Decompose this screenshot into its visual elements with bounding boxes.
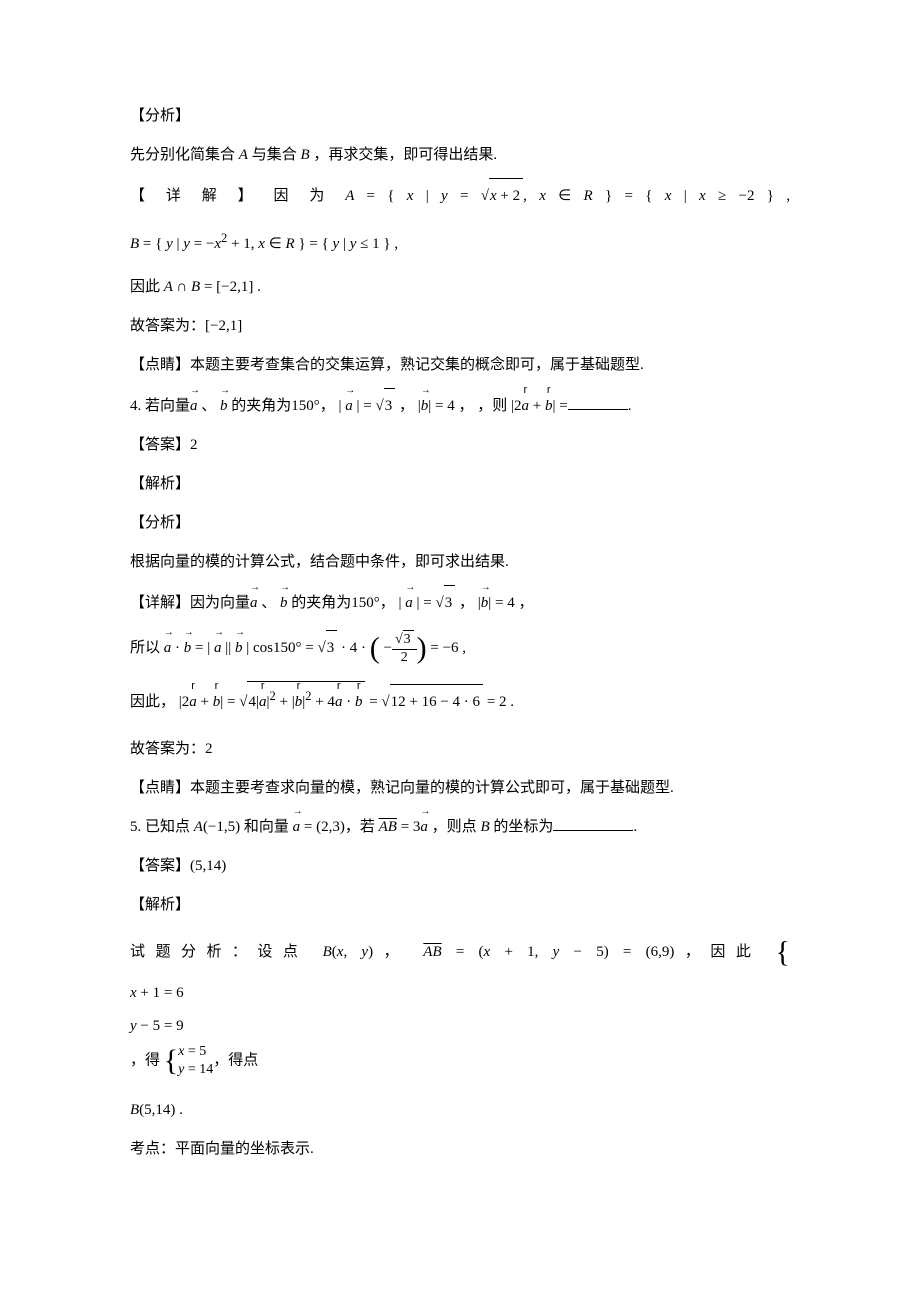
set-a-expr: A = { x | y = √x + 2, x ∈ R } = { x | x …	[345, 188, 786, 204]
q4-detail-line3: 因此， |2a + b| = √4|a|2 + |b|2 + 4a · b = …	[130, 681, 790, 719]
d1e: ，	[519, 595, 534, 611]
q4-analysis-label: 【分析】	[130, 507, 790, 540]
q5-ans: 【答案】(5,14)	[130, 850, 790, 883]
blank-2	[553, 816, 633, 831]
q4-analysis-text: 根据向量的模的计算公式，结合题中条件，即可求出结果.	[130, 546, 790, 579]
comma2: ，	[459, 398, 474, 414]
q4-ans: 【答案】2	[130, 429, 790, 462]
q4-detail-line2: 所以 a · b = | a || b | cos150° = √3 · 4 ·…	[130, 630, 790, 667]
d1b: 、	[261, 595, 276, 611]
q4-stem-c: 的夹角为150°，	[231, 398, 335, 414]
q4-sol-label: 【解析】	[130, 468, 790, 501]
q3-point: 【点睛】本题主要考查集合的交集运算，熟记交集的概念即可，属于基础题型.	[130, 349, 790, 382]
q3-analysis-label: 【分析】	[130, 100, 790, 133]
q4-stem-b: 、	[201, 398, 216, 414]
therefore: 因此，	[130, 694, 175, 710]
bracket-r: 】	[238, 188, 262, 204]
eq: =	[559, 398, 567, 414]
q5-stem: 5. 已知点 A(−1,5) 和向量 a = (2,3)，若 AB = 3a ，…	[130, 811, 790, 844]
answer-prefix: 故答案为：	[130, 318, 205, 334]
q4-point: 【点睛】本题主要考查求向量的模，熟记向量的模的计算公式即可，属于基础题型.	[130, 772, 790, 805]
blank-1	[568, 396, 628, 411]
q3-answer: 故答案为：[−2,1]	[130, 310, 790, 343]
q4-stem-e: ，则	[477, 398, 507, 414]
ans-label: 【答案】	[130, 437, 190, 453]
q3-therefore: 因此 A ∩ B = [−2,1] .	[130, 271, 790, 304]
d1a: 【详解】因为向量	[130, 595, 250, 611]
period: .	[628, 398, 632, 414]
q5-kaodian: 考点：平面向量的坐标表示.	[130, 1133, 790, 1166]
answer-interval: [−2,1]	[205, 318, 242, 334]
word-jie: 解	[202, 188, 226, 204]
q3-setB: B = { y | y = −x2 + 1, x ∈ R } = { y | y…	[130, 225, 790, 261]
d1c: 的夹角为150°，	[291, 595, 395, 611]
q4-stem-a: 4. 若向量	[130, 398, 190, 414]
q5-sol-label: 【解析】	[130, 889, 790, 922]
d1d: ，	[459, 595, 474, 611]
q4-stem: 4. 若向量a 、 b 的夹角为150°， | a | = √3 ， |b| =…	[130, 388, 790, 423]
q3-detail-line1: 【 详 解 】 因 为 A = { x | y = √x + 2, x ∈ R …	[130, 178, 790, 213]
word-wei: 为	[309, 188, 333, 204]
q5-ans-val: (5,14)	[190, 858, 226, 874]
ans-val: 2	[190, 437, 198, 453]
q4-detail-line1: 【详解】因为向量a 、 b 的夹角为150°， | a | = √3 ， |b|…	[130, 585, 790, 620]
q4-ans2: 故答案为：2	[130, 733, 790, 766]
comma1: ，	[399, 398, 414, 414]
q3-analysis-text: 先分别化简集合 A 与集合 B ，再求交集，即可得出结果.	[130, 139, 790, 172]
so: 所以	[130, 640, 160, 656]
word-yin: 因	[274, 188, 298, 204]
q5-final: B(5,14) .	[130, 1094, 790, 1127]
word-xiang: 详	[166, 188, 190, 204]
q5-detail: 试题分析：设点 B(x, y)， AB = (x + 1, y − 5) = (…	[130, 936, 790, 969]
q5-ans-label: 【答案】	[130, 858, 190, 874]
bracket-l: 【	[130, 188, 154, 204]
